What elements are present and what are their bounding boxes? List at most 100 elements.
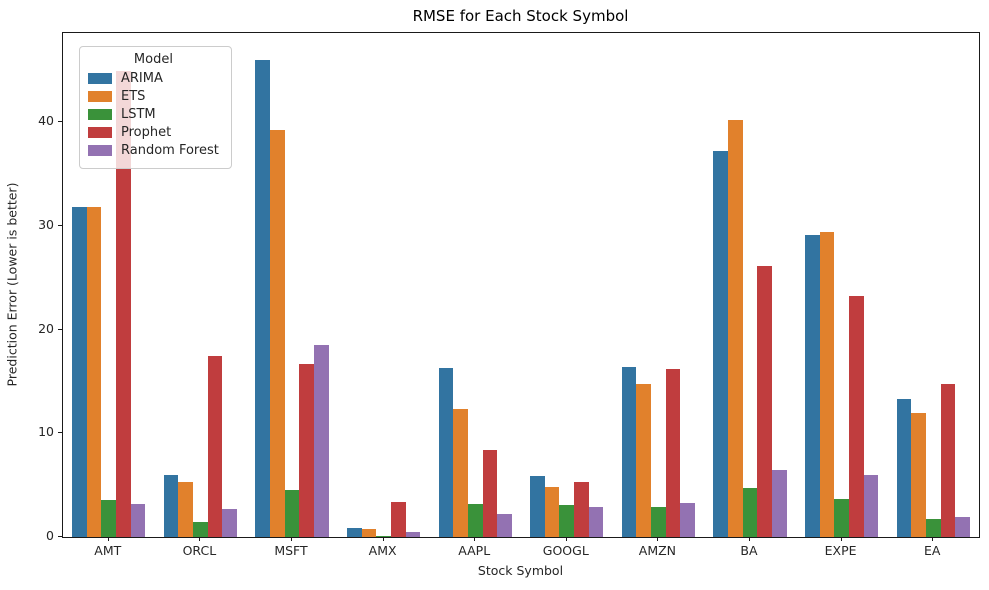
- x-tick-mark-expe: [840, 537, 842, 541]
- bar-ba-random-forest: [771, 469, 787, 537]
- x-tick-label-aapl: AAPL: [458, 543, 491, 558]
- x-tick-label-amx: AMX: [368, 543, 397, 558]
- bar-ea-lstm: [925, 519, 941, 537]
- bar-amzn-ets: [636, 383, 652, 537]
- bar-aapl-lstm: [467, 503, 483, 537]
- legend-swatch-ets: [88, 91, 112, 102]
- x-tick-mark-ba: [749, 537, 750, 541]
- bar-group-msft: [255, 33, 329, 537]
- x-tick-mark-aapl: [474, 537, 476, 541]
- bar-orcl-random-forest: [222, 509, 238, 537]
- y-tick-mark-0: [58, 536, 62, 537]
- bar-amzn-prophet: [665, 369, 681, 537]
- legend-item-arima: ARIMA: [88, 71, 219, 86]
- legend-swatch-arima: [88, 73, 112, 84]
- bar-msft-prophet: [299, 363, 314, 537]
- bar-group-expe: [804, 33, 879, 537]
- bar-group-aapl: [438, 33, 512, 537]
- legend-item-lstm: LSTM: [88, 107, 219, 122]
- bar-amx-arima: [346, 527, 362, 537]
- bar-expe-ets: [819, 232, 835, 537]
- bar-amx-lstm: [376, 535, 391, 537]
- bar-googl-prophet: [574, 482, 589, 537]
- legend-label: ARIMA: [121, 71, 163, 86]
- legend-swatch-lstm: [88, 109, 112, 120]
- bar-group-amx: [346, 33, 421, 537]
- x-tick-mark-amzn: [657, 537, 659, 541]
- y-tick-mark-20: [58, 328, 62, 330]
- bar-orcl-ets: [178, 482, 194, 537]
- legend-label: Random Forest: [121, 143, 219, 158]
- bar-expe-lstm: [834, 498, 849, 537]
- bar-amt-arima: [72, 207, 87, 537]
- bar-group-ba: [713, 33, 787, 537]
- bar-group-ea: [896, 33, 970, 537]
- bar-amt-prophet: [116, 71, 131, 537]
- bar-group-orcl: [163, 33, 238, 537]
- legend-item-prophet: Prophet: [88, 125, 219, 140]
- y-tick-mark-30: [58, 224, 62, 226]
- bar-ba-ets: [728, 120, 743, 537]
- bar-amx-ets: [361, 528, 377, 537]
- bar-ea-prophet: [940, 383, 956, 537]
- bar-amt-ets: [86, 207, 102, 537]
- bar-amzn-arima: [621, 366, 637, 537]
- bar-ba-lstm: [742, 488, 758, 537]
- y-axis-label: Prediction Error (Lower is better): [4, 182, 20, 387]
- x-tick-mark-amt: [107, 537, 109, 541]
- plot-area: Model ARIMA ETS LSTM Prophet Random Forest: [62, 32, 980, 538]
- legend-title: Model: [133, 52, 173, 67]
- x-tick-mark-googl: [565, 537, 567, 541]
- x-tick-mark-orcl: [199, 537, 201, 541]
- x-tick-mark-ea: [932, 537, 934, 541]
- bar-msft-lstm: [284, 490, 300, 537]
- bar-googl-arima: [530, 475, 545, 537]
- bar-googl-random-forest: [588, 506, 604, 537]
- bar-aapl-arima: [438, 367, 454, 537]
- x-tick-label-ea: EA: [923, 543, 941, 558]
- x-axis-label: Stock Symbol: [477, 563, 564, 578]
- bar-ea-ets: [911, 412, 926, 537]
- bar-orcl-lstm: [193, 522, 208, 537]
- legend-item-random-forest: Random Forest: [88, 143, 219, 158]
- bar-expe-random-forest: [863, 474, 879, 537]
- bar-group-googl: [530, 33, 604, 537]
- legend-swatch-prophet: [88, 127, 112, 138]
- x-tick-mark-amx: [382, 537, 384, 541]
- y-tick-label-10: 10: [38, 424, 54, 440]
- legend-swatch-random-forest: [88, 145, 112, 156]
- x-tick-label-amzn: AMZN: [638, 543, 677, 558]
- bar-amzn-lstm: [651, 506, 666, 537]
- bar-expe-prophet: [848, 296, 864, 537]
- bar-amx-prophet: [390, 501, 406, 537]
- bar-googl-lstm: [559, 504, 575, 537]
- bar-amt-random-forest: [130, 503, 146, 537]
- y-tick-label-40: 40: [38, 113, 54, 129]
- bar-aapl-random-forest: [497, 514, 512, 537]
- chart-title: RMSE for Each Stock Symbol: [412, 7, 629, 25]
- bar-group-amt: [72, 33, 146, 537]
- legend-label: Prophet: [121, 125, 172, 140]
- legend: Model ARIMA ETS LSTM Prophet Random Forest: [79, 46, 232, 169]
- bar-ea-arima: [896, 399, 912, 537]
- x-tick-label-orcl: ORCL: [182, 543, 217, 558]
- y-tick-mark-40: [58, 121, 62, 123]
- y-tick-label-20: 20: [38, 320, 54, 336]
- bar-aapl-ets: [453, 409, 468, 537]
- bar-orcl-arima: [163, 474, 179, 537]
- bar-group-amzn: [621, 33, 696, 537]
- bar-msft-random-forest: [313, 345, 329, 537]
- y-tick-label-0: 0: [46, 528, 54, 543]
- y-tick-mark-10: [58, 432, 62, 434]
- bar-orcl-prophet: [207, 355, 223, 537]
- bar-ba-arima: [713, 151, 729, 537]
- bar-amzn-random-forest: [680, 502, 696, 537]
- legend-item-ets: ETS: [88, 89, 219, 104]
- x-tick-label-msft: MSFT: [274, 543, 308, 558]
- bar-ea-random-forest: [955, 517, 970, 537]
- bar-amt-lstm: [101, 499, 117, 537]
- bar-amx-random-forest: [405, 531, 421, 537]
- bar-aapl-prophet: [482, 449, 498, 537]
- x-tick-label-ba: BA: [740, 543, 758, 558]
